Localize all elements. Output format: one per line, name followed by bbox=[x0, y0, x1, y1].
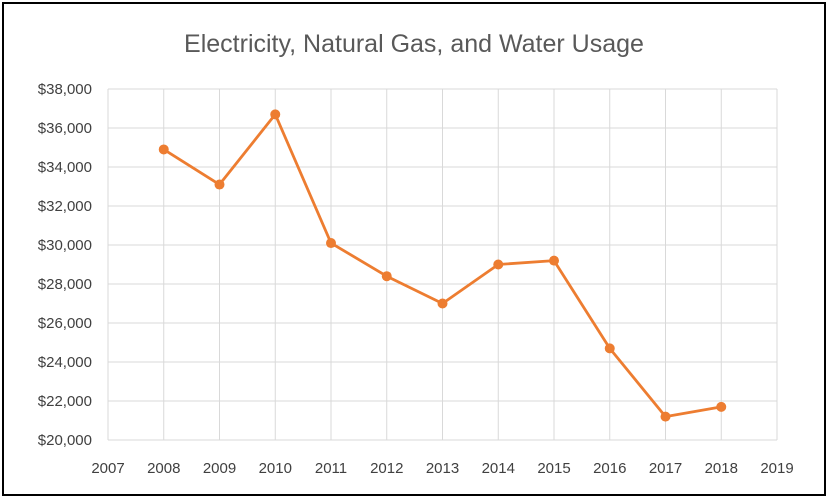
y-tick-label: $22,000 bbox=[38, 393, 92, 410]
x-tick-label: 2010 bbox=[259, 460, 292, 477]
data-point bbox=[381, 271, 392, 282]
x-tick-label: 2011 bbox=[315, 460, 347, 477]
y-tick-label: $24,000 bbox=[38, 354, 92, 371]
x-tick-label: 2007 bbox=[91, 460, 124, 477]
data-point bbox=[604, 343, 615, 354]
series-group bbox=[158, 109, 727, 422]
y-tick-label: $32,000 bbox=[38, 198, 92, 215]
y-tick-label: $38,000 bbox=[38, 81, 92, 98]
data-point bbox=[493, 259, 504, 270]
data-point bbox=[158, 144, 169, 155]
data-point bbox=[716, 401, 727, 412]
y-axis-tick-labels: $20,000 $22,000 $24,000 $26,000 $28,000 $30,0… bbox=[38, 81, 92, 449]
x-tick-label: 2018 bbox=[705, 460, 738, 477]
x-tick-label: 2015 bbox=[537, 460, 570, 477]
x-axis-tick-labels: 2007 2008 2009 2010 2011 2012 2013 2014 2015 2016… bbox=[91, 460, 793, 477]
data-point bbox=[660, 411, 671, 422]
x-tick-label: 2014 bbox=[482, 460, 515, 477]
y-tick-label: $28,000 bbox=[38, 276, 92, 293]
y-tick-label: $34,000 bbox=[38, 159, 92, 176]
x-tick-label: 2016 bbox=[593, 460, 626, 477]
y-tick-label: $20,000 bbox=[38, 432, 92, 449]
x-tick-label: 2008 bbox=[147, 460, 180, 477]
x-tick-label: 2012 bbox=[370, 460, 403, 477]
x-tick-label: 2017 bbox=[649, 460, 682, 477]
data-point bbox=[437, 298, 448, 309]
chart-title: Electricity, Natural Gas, and Water Usag… bbox=[184, 30, 644, 58]
y-tick-label: $26,000 bbox=[38, 315, 92, 332]
x-tick-label: 2009 bbox=[203, 460, 236, 477]
data-point bbox=[214, 179, 225, 190]
y-tick-label: $30,000 bbox=[38, 237, 92, 254]
y-tick-label: $36,000 bbox=[38, 120, 92, 137]
data-point bbox=[549, 255, 559, 266]
data-point bbox=[326, 238, 336, 249]
gridlines bbox=[107, 88, 778, 441]
x-tick-label: 2019 bbox=[760, 460, 793, 477]
x-tick-label: 2013 bbox=[426, 460, 459, 477]
data-point bbox=[270, 109, 281, 120]
